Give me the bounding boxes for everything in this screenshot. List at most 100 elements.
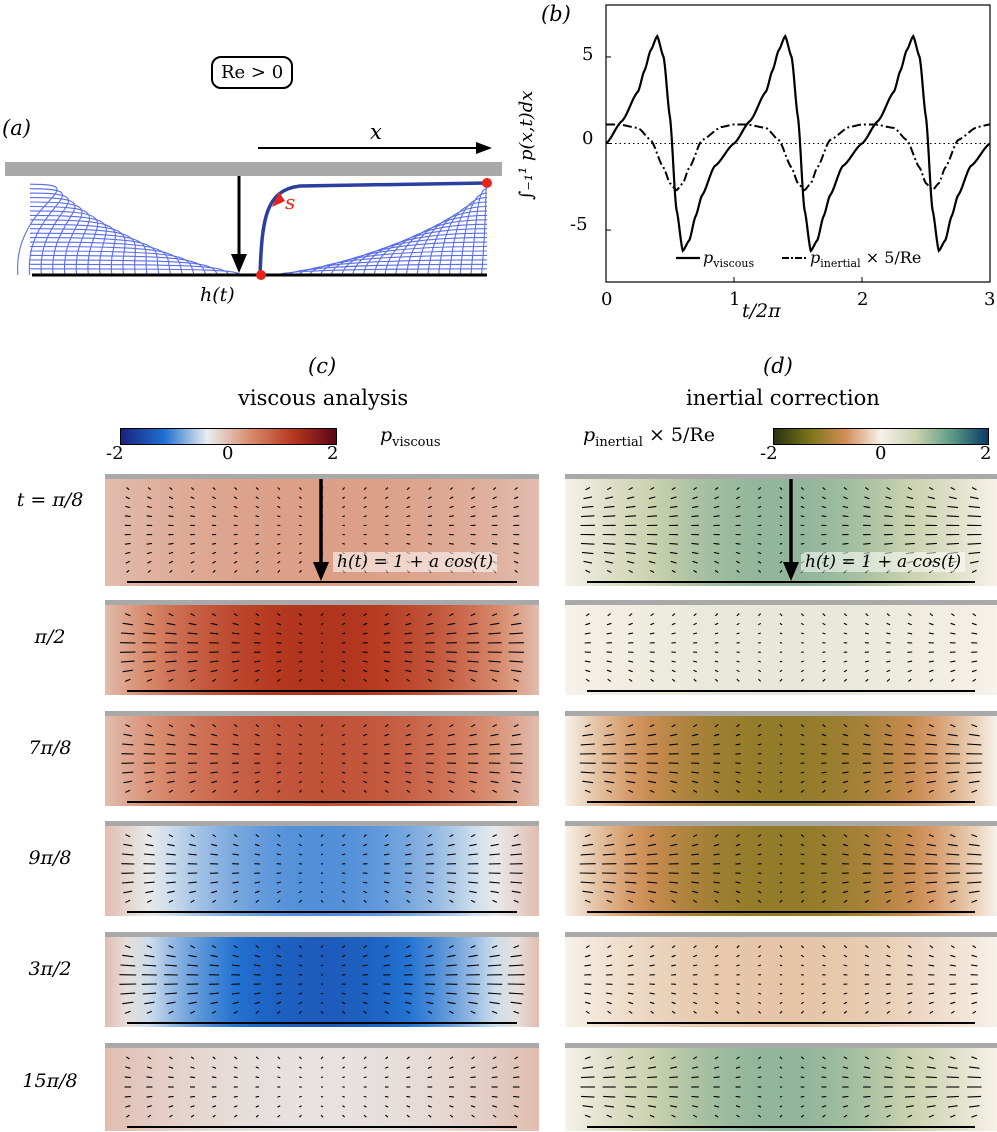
velocity-arrow [928, 789, 934, 793]
velocity-arrow [449, 496, 454, 500]
velocity-arrow [585, 613, 590, 617]
velocity-arrow [491, 613, 498, 617]
velocity-arrow [714, 954, 719, 958]
velocity-arrow [603, 551, 615, 555]
velocity-arrow [428, 487, 432, 491]
velocity-arrow [628, 945, 633, 949]
velocity-arrow [693, 945, 697, 949]
velocity-arrow [320, 853, 324, 856]
velocity-arrow [146, 505, 152, 509]
velocity-arrow [190, 542, 195, 545]
velocity-arrow [277, 496, 281, 500]
velocity-arrow [510, 853, 523, 856]
panel-b-label: (b) [541, 2, 571, 26]
velocity-arrow [489, 954, 500, 958]
velocity-arrow [470, 1066, 476, 1069]
velocity-arrow [277, 899, 281, 903]
velocity-arrow [342, 724, 346, 728]
velocity-arrow [255, 542, 260, 545]
velocity-arrow [144, 881, 155, 884]
field-panel-inertial-2 [565, 711, 997, 806]
velocity-arrow [650, 669, 655, 673]
velocity-arrow [693, 724, 698, 728]
highlighted-streamline [258, 181, 488, 276]
velocity-arrow [714, 964, 719, 967]
velocity-arrow [255, 613, 260, 617]
velocity-arrow [341, 733, 346, 737]
velocity-arrow [385, 487, 389, 491]
streamline-right [319, 250, 488, 276]
pressure-field [105, 711, 539, 806]
velocity-arrow [254, 660, 261, 663]
velocity-arrow [950, 1001, 956, 1005]
velocity-arrow [779, 1114, 783, 1118]
velocity-arrow [166, 1001, 176, 1005]
velocity-arrow [905, 505, 915, 509]
velocity-arrow [168, 1066, 174, 1069]
velocity-arrow [298, 964, 303, 967]
velocity-arrow [255, 1066, 260, 1069]
velocity-arrow [320, 789, 324, 793]
velocity-arrow [299, 1066, 302, 1069]
velocity-arrow [320, 1095, 324, 1098]
velocity-arrow [298, 496, 302, 500]
velocity-arrow [406, 724, 411, 728]
velocity-arrow [190, 505, 195, 509]
velocity-arrow [779, 496, 783, 500]
velocity-arrow [779, 992, 783, 995]
velocity-arrow [362, 632, 368, 635]
velocity-arrow [427, 505, 432, 509]
velocity-arrow [342, 496, 346, 500]
velocity-arrow [362, 771, 368, 774]
velocity-arrow [146, 1105, 152, 1108]
velocity-arrow [406, 505, 411, 509]
velocity-arrow [950, 945, 955, 949]
velocity-arrow [671, 1010, 676, 1014]
velocity-arrow [190, 515, 195, 518]
velocity-arrow [821, 515, 827, 518]
velocity-arrow [864, 1114, 869, 1118]
velocity-arrow [211, 613, 217, 617]
velocity-arrow [406, 678, 411, 682]
velocity-arrow [714, 789, 719, 793]
velocity-arrow [254, 843, 260, 847]
velocity-arrow [907, 724, 913, 728]
velocity-arrow [714, 899, 719, 903]
velocity-arrow [320, 881, 324, 884]
velocity-arrow [276, 890, 281, 894]
velocity-arrow [757, 1095, 762, 1098]
velocity-arrow [341, 890, 346, 894]
velocity-arrow [490, 733, 499, 737]
velocity-arrow [122, 743, 134, 746]
legend-viscous-sub: viscous [713, 257, 755, 271]
velocity-arrow [233, 613, 238, 617]
velocity-arrow [488, 660, 501, 663]
velocity-arrow [757, 1114, 762, 1118]
velocity-arrow [671, 678, 676, 682]
velocity-arrow [949, 992, 956, 995]
velocity-arrow [426, 733, 433, 737]
velocity-arrow [971, 1001, 978, 1005]
velocity-arrow [969, 560, 979, 564]
velocity-arrow [779, 853, 783, 856]
velocity-arrow [514, 1114, 519, 1118]
velocity-arrow [949, 834, 956, 838]
velocity-arrow [650, 945, 654, 949]
velocity-arrow [124, 678, 131, 682]
velocity-arrow [384, 743, 390, 746]
velocity-arrow [514, 487, 518, 491]
velocity-arrow [449, 1066, 454, 1069]
streamline-right [309, 254, 488, 276]
velocity-arrow [470, 834, 476, 838]
velocity-arrow [471, 1056, 475, 1060]
velocity-arrow [779, 1056, 783, 1060]
velocity-arrow [904, 881, 915, 884]
velocity-arrow [406, 542, 411, 545]
velocity-arrow [509, 632, 524, 635]
velocity-arrow [713, 551, 720, 555]
velocity-arrow [165, 632, 177, 635]
velocity-arrow [863, 843, 871, 847]
velocity-arrow [448, 843, 455, 847]
velocity-arrow [320, 945, 324, 949]
velocity-arrow [298, 669, 303, 673]
